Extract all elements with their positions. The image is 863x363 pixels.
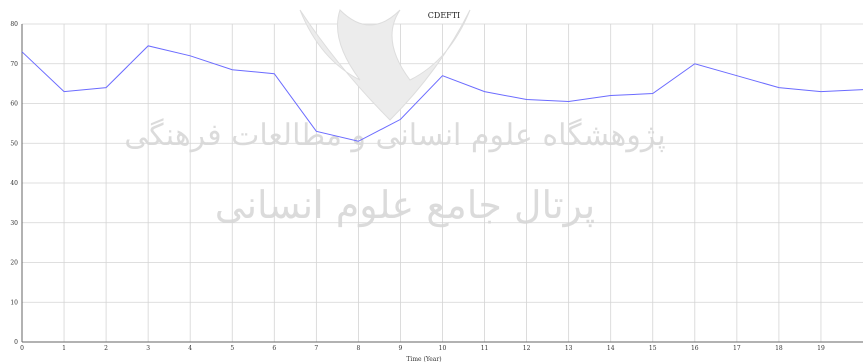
x-tick-label: 0 [20,345,24,352]
x-tick-label: 9 [399,345,403,352]
y-tick-label: 60 [10,101,18,108]
tick-labels: 0 1 2 3 4 5 6 7 8 9 10 11 12 13 14 15 16 17 18 190102030405… [10,21,825,352]
x-tick-label: 18 [775,345,783,352]
x-axis-title: Time (Year) [406,356,441,363]
watermark: پژوهشگاه علوم انسانی و مطالعات فرهنگی پر… [124,9,666,228]
x-tick-label: 2 [104,345,108,352]
x-tick-label: 3 [146,345,150,352]
y-tick-label: 0 [14,339,18,346]
x-tick-label: 7 [314,345,318,352]
y-tick-label: 20 [10,260,18,267]
series-layer [21,45,863,142]
y-tick-label: 80 [10,21,18,28]
x-tick-label: 12 [523,345,531,352]
x-tick-label: 5 [230,345,234,352]
watermark-emblem [299,9,471,121]
x-tick-label: 10 [439,345,447,352]
series-line [21,45,863,142]
grid [21,23,863,343]
x-tick-label: 8 [356,345,360,352]
x-tick-label: 14 [607,345,615,352]
watermark-line-1: پژوهشگاه علوم انسانی و مطالعات فرهنگی [124,118,666,153]
x-tick-label: 16 [691,345,699,352]
x-tick-label: 6 [272,345,276,352]
y-tick-label: 40 [10,180,18,187]
y-tick-label: 30 [10,220,18,227]
x-tick-label: 17 [733,345,741,352]
y-tick-label: 50 [10,140,18,147]
axes [21,24,863,343]
y-tick-label: 10 [10,299,18,306]
x-tick-label: 13 [565,345,573,352]
chart-title: CDEFTI [428,11,460,20]
x-tick-label: 1 [62,345,66,352]
x-tick-label: 15 [649,345,657,352]
x-tick-label: 11 [481,345,489,352]
y-tick-label: 70 [10,61,18,68]
x-tick-label: 4 [188,345,192,352]
x-tick-label: 19 [817,345,825,352]
watermark-line-2: پرتال جامع علوم انسانی [215,183,595,228]
